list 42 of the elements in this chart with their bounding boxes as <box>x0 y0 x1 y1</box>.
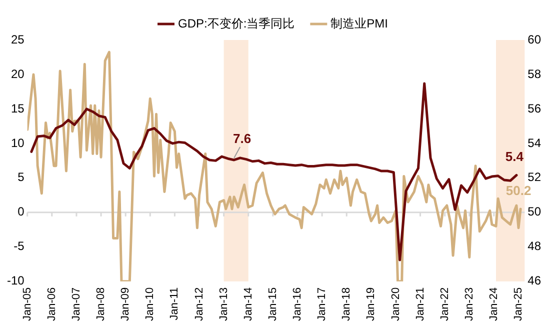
y2-tick-label: 50 <box>528 204 542 219</box>
x-tick-label: Jan-11 <box>168 287 181 320</box>
x-tick-label: Jan-22 <box>438 287 451 322</box>
y-tick-label: -5 <box>14 239 25 254</box>
x-tick-label: Jan-15 <box>266 287 279 322</box>
x-tick-label: Jan-08 <box>95 287 108 322</box>
x-tick-label: Jan-20 <box>390 287 402 322</box>
y-tick-label: 10 <box>10 136 25 150</box>
x-tick-label: Jan-10 <box>144 287 156 322</box>
y-tick-label: 20 <box>10 66 25 81</box>
y2-tick-label: 52 <box>528 170 542 184</box>
x-tick-label: Jan-18 <box>340 287 353 322</box>
data-label: 5.4 <box>505 149 524 164</box>
y2-tick-label: 60 <box>528 32 542 46</box>
y2-tick-label: 56 <box>528 101 542 116</box>
x-tick-label: Jan-25 <box>512 287 525 322</box>
legend-label: 制造业PMI <box>330 16 388 30</box>
x-tick-label: Jan-06 <box>46 287 58 322</box>
x-tick-label: Jan-23 <box>463 287 476 322</box>
legend-label: GDP:不变价:当季同比 <box>178 16 295 30</box>
x-tick-label: Jan-12 <box>193 287 206 322</box>
y2-tick-label: 58 <box>528 66 542 81</box>
x-tick-label: Jan-21 <box>414 287 426 322</box>
y-tick-label: 0 <box>18 204 25 219</box>
y-tick-label: 25 <box>10 32 25 46</box>
x-tick-label: Jan-13 <box>218 287 230 322</box>
y-tick-label: -10 <box>7 274 25 288</box>
y-tick-label: 15 <box>10 101 25 116</box>
y2-tick-label: 48 <box>528 239 542 254</box>
y2-tick-label: 46 <box>528 274 542 288</box>
data-label: 7.6 <box>233 131 252 146</box>
y-tick-label: 5 <box>18 170 25 184</box>
x-tick-label: Jan-24 <box>488 287 500 322</box>
data-label: 50.2 <box>506 183 532 198</box>
x-tick-label: Jan-09 <box>120 287 132 322</box>
x-tick-label: Jan-19 <box>365 287 378 322</box>
x-tick-label: Jan-16 <box>292 287 304 322</box>
y2-tick-label: 54 <box>528 136 542 150</box>
x-tick-label: Jan-07 <box>70 287 82 322</box>
x-tick-label: Jan-05 <box>21 287 34 322</box>
x-tick-label: Jan-17 <box>316 287 328 322</box>
x-tick-label: Jan-14 <box>242 287 254 322</box>
